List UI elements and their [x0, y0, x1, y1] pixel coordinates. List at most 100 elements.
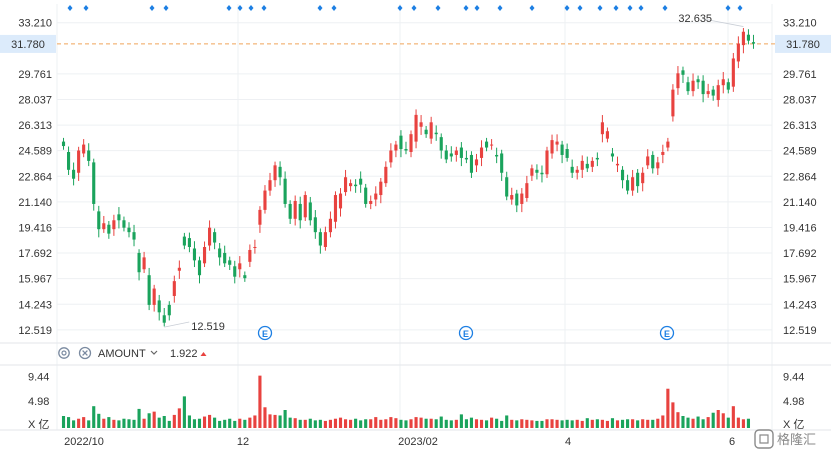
volume-bar[interactable]: [369, 419, 373, 428]
event-marker[interactable]: [237, 5, 243, 11]
event-marker[interactable]: [149, 5, 155, 11]
candle[interactable]: [731, 58, 735, 87]
volume-bar[interactable]: [333, 418, 338, 428]
candle[interactable]: [66, 151, 71, 170]
volume-bar[interactable]: [485, 420, 489, 428]
candle[interactable]: [107, 224, 111, 234]
candle[interactable]: [429, 122, 433, 139]
candle[interactable]: [661, 151, 665, 155]
volume-bar[interactable]: [424, 418, 428, 428]
candle[interactable]: [550, 140, 554, 154]
candle[interactable]: [600, 122, 604, 135]
chevron-down-icon[interactable]: [150, 350, 158, 355]
volume-bar[interactable]: [394, 418, 398, 428]
volume-bar[interactable]: [253, 415, 257, 428]
volume-bar[interactable]: [354, 418, 358, 428]
candle[interactable]: [580, 160, 584, 170]
candle[interactable]: [545, 150, 549, 175]
candle[interactable]: [147, 275, 151, 305]
candle[interactable]: [469, 154, 474, 173]
volume-bar[interactable]: [278, 415, 282, 428]
volume-bar[interactable]: [318, 419, 322, 428]
candle[interactable]: [696, 79, 700, 83]
volume-bar[interactable]: [469, 417, 474, 428]
volume-bar[interactable]: [626, 419, 630, 428]
candle[interactable]: [726, 82, 730, 90]
volume-bar[interactable]: [575, 419, 579, 428]
volume-bar[interactable]: [243, 419, 247, 428]
candle[interactable]: [308, 202, 312, 221]
volume-bar[interactable]: [374, 417, 378, 428]
volume-bar[interactable]: [323, 420, 327, 428]
event-marker[interactable]: [725, 5, 731, 11]
volume-bar[interactable]: [167, 420, 171, 428]
candle[interactable]: [485, 141, 489, 148]
volume-bar[interactable]: [66, 417, 71, 428]
candle[interactable]: [187, 238, 191, 247]
event-marker[interactable]: [627, 5, 633, 11]
candle[interactable]: [626, 180, 630, 191]
candle[interactable]: [117, 214, 121, 221]
candle[interactable]: [338, 193, 343, 209]
candle[interactable]: [273, 165, 277, 181]
event-marker[interactable]: [638, 5, 644, 11]
candle[interactable]: [641, 172, 645, 184]
event-marker[interactable]: [613, 5, 619, 11]
candle[interactable]: [157, 300, 161, 313]
event-marker[interactable]: [597, 5, 603, 11]
candle[interactable]: [197, 260, 202, 276]
volume-bar[interactable]: [404, 420, 408, 428]
candle[interactable]: [394, 144, 398, 151]
volume-bar[interactable]: [379, 419, 383, 428]
event-marker[interactable]: [577, 5, 583, 11]
volume-bar[interactable]: [464, 419, 468, 428]
volume-bar[interactable]: [258, 375, 262, 428]
volume-bar[interactable]: [736, 417, 740, 428]
candle[interactable]: [605, 131, 609, 139]
volume-bar[interactable]: [112, 419, 116, 428]
candle[interactable]: [474, 159, 479, 166]
volume-bar[interactable]: [268, 414, 272, 428]
candle[interactable]: [751, 42, 756, 44]
candle[interactable]: [177, 267, 181, 271]
candle[interactable]: [399, 135, 403, 150]
volume-bar[interactable]: [479, 419, 484, 428]
candle[interactable]: [590, 160, 594, 167]
candle[interactable]: [218, 248, 222, 258]
candle[interactable]: [560, 144, 564, 155]
volume-bar[interactable]: [177, 408, 181, 428]
candle[interactable]: [97, 211, 101, 230]
volume-bar[interactable]: [721, 413, 725, 428]
volume-bar[interactable]: [530, 420, 534, 428]
volume-bar[interactable]: [716, 410, 720, 428]
candle[interactable]: [379, 181, 383, 196]
candle[interactable]: [701, 80, 705, 95]
candle[interactable]: [444, 150, 448, 160]
candle[interactable]: [419, 122, 423, 127]
candle[interactable]: [87, 150, 91, 161]
volume-bar[interactable]: [248, 417, 252, 428]
candle[interactable]: [434, 132, 438, 135]
volume-bar[interactable]: [328, 419, 332, 428]
volume-bar[interactable]: [681, 416, 685, 428]
candle[interactable]: [268, 180, 272, 191]
candle[interactable]: [192, 248, 197, 261]
candle[interactable]: [343, 177, 348, 193]
volume-bar[interactable]: [399, 419, 403, 428]
candle[interactable]: [636, 172, 640, 187]
volume-bar[interactable]: [429, 418, 433, 428]
volume-bar[interactable]: [520, 419, 524, 428]
volume-bar[interactable]: [580, 420, 584, 428]
earnings-icon[interactable]: E: [257, 325, 273, 341]
candle[interactable]: [132, 232, 136, 240]
candle[interactable]: [384, 166, 388, 184]
candle[interactable]: [263, 190, 267, 210]
candle[interactable]: [464, 157, 468, 160]
candle[interactable]: [666, 141, 670, 148]
candle[interactable]: [620, 169, 625, 181]
candle[interactable]: [721, 79, 725, 86]
volume-bar[interactable]: [490, 417, 494, 428]
volume-bar[interactable]: [545, 419, 549, 428]
candle[interactable]: [298, 203, 302, 221]
volume-bar[interactable]: [92, 406, 96, 428]
